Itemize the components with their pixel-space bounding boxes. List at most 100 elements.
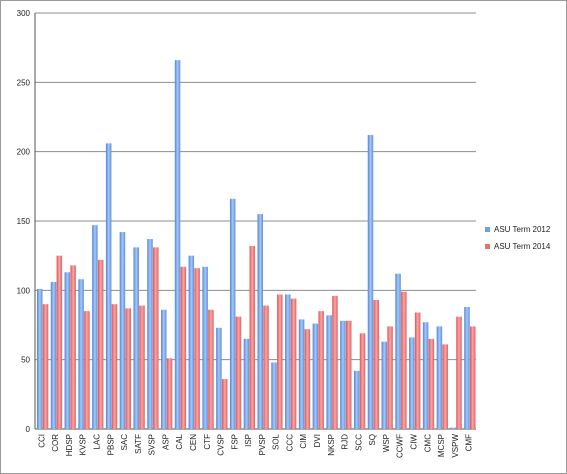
bar-series-2 — [290, 298, 297, 429]
x-tick-label: SOL — [272, 433, 281, 450]
bar-series-2 — [442, 344, 448, 429]
bar-series-2 — [359, 333, 366, 429]
x-tick-label: CIW — [409, 434, 418, 450]
x-tick-label: PVSP — [258, 434, 267, 455]
x-tick-label: CTF — [203, 434, 212, 450]
bar-series-2 — [84, 311, 90, 429]
bar-series-2 — [97, 259, 104, 429]
bar-series-2 — [235, 316, 242, 429]
axis-layer: 0 50 100 150 200 250 300 CCI COR HDSP KVSP LAC PBSP S… — [17, 9, 474, 458]
bar-series-1 — [216, 327, 222, 429]
x-tick-label: CCWF — [396, 434, 405, 458]
bar-series-2 — [180, 266, 187, 429]
x-tick-label: WSP — [382, 434, 391, 452]
bar-series-2 — [456, 316, 462, 429]
x-tick-label: CAL — [175, 433, 184, 449]
bar-series-2 — [470, 326, 476, 429]
bar-series-2 — [387, 326, 393, 429]
x-tick-label: SVSP — [148, 434, 157, 455]
legend-label: ASU Term 2012 — [494, 225, 551, 234]
bar-series-1 — [381, 341, 388, 429]
x-tick-label: NKSP — [327, 434, 336, 456]
bar-series-1 — [340, 320, 346, 429]
bar-series-2 — [42, 304, 49, 429]
bar-series-1 — [119, 232, 126, 429]
bar-series-1 — [202, 266, 208, 429]
bar-series-2 — [263, 305, 269, 429]
bar-series-2 — [249, 245, 256, 429]
bar-series-2 — [194, 268, 200, 429]
x-tick-label: FSP — [230, 434, 239, 450]
bar-series-2 — [428, 338, 435, 429]
x-tick-label: CCC — [285, 434, 294, 452]
bar-series-2 — [111, 304, 118, 429]
bar-series-1 — [271, 362, 277, 429]
bar-series-1 — [409, 337, 415, 429]
x-tick-label: VSPW — [451, 434, 460, 458]
bar-series-1 — [312, 323, 319, 429]
y-tick-label: 100 — [17, 286, 31, 295]
legend-swatch — [485, 244, 490, 249]
x-tick-label: SCC — [354, 434, 363, 451]
x-tick-label: PBSP — [106, 434, 115, 455]
bar-series-2 — [221, 379, 228, 429]
bar-series-1 — [174, 60, 181, 430]
bar-series-1 — [243, 338, 250, 429]
x-tick-label: MCSP — [437, 434, 446, 457]
x-tick-label: CEN — [189, 434, 198, 451]
x-tick-label: CIM — [299, 434, 308, 449]
y-tick-label: 50 — [21, 356, 30, 365]
y-tick-label: 200 — [17, 148, 31, 157]
x-tick-label: COR — [51, 434, 60, 452]
bar-series-1 — [78, 279, 84, 429]
legend-label: ASU Term 2014 — [494, 242, 551, 251]
bar-series-1 — [257, 214, 263, 429]
x-tick-label: CCI — [37, 434, 46, 448]
bar-series-1 — [188, 255, 195, 429]
bar-series-1 — [161, 309, 167, 429]
bar-series-1 — [105, 143, 112, 429]
bar-series-1 — [50, 282, 57, 429]
y-tick-label: 0 — [26, 425, 31, 434]
legend-swatch — [485, 227, 490, 232]
x-tick-label: LAC — [93, 434, 102, 450]
x-tick-label: CMC — [423, 434, 432, 452]
x-tick-label: SATF — [134, 434, 143, 454]
bars-layer — [37, 60, 476, 430]
bar-series-1 — [298, 319, 305, 429]
bar-series-2 — [56, 255, 63, 429]
y-tick-label: 300 — [17, 9, 31, 18]
x-tick-label: DVI — [313, 434, 322, 447]
bar-series-2 — [318, 311, 324, 429]
x-tick-label: SQ — [368, 434, 377, 446]
bar-series-2 — [345, 320, 352, 429]
bar-series-2 — [166, 358, 173, 429]
x-tick-label: ASP — [161, 434, 170, 450]
bar-series-2 — [208, 309, 214, 429]
bar-series-2 — [70, 265, 76, 429]
bar-series-1 — [353, 370, 360, 429]
x-tick-label: KVSP — [79, 434, 88, 455]
bar-series-2 — [332, 295, 338, 429]
bar-series-1 — [64, 272, 71, 429]
bar-series-2 — [401, 291, 407, 429]
bar-series-1 — [422, 322, 429, 429]
bar-series-1 — [395, 273, 401, 429]
bar-series-1 — [92, 225, 98, 429]
bar-series-2 — [373, 300, 380, 429]
x-tick-label: HDSP — [65, 434, 74, 456]
x-tick-label: ISP — [244, 434, 253, 447]
legend: ASU Term 2012 ASU Term 2014 — [485, 225, 551, 251]
bar-series-2 — [139, 305, 145, 429]
bar-series-1 — [464, 306, 470, 429]
bar-series-1 — [436, 326, 443, 429]
bar-series-2 — [414, 312, 421, 429]
x-tick-label: SAC — [120, 434, 129, 451]
bar-series-2 — [125, 308, 131, 429]
x-tick-label: CVSP — [217, 434, 226, 456]
bar-series-2 — [277, 294, 283, 429]
x-tick-label: RJD — [341, 434, 350, 450]
bar-series-1 — [133, 247, 139, 429]
